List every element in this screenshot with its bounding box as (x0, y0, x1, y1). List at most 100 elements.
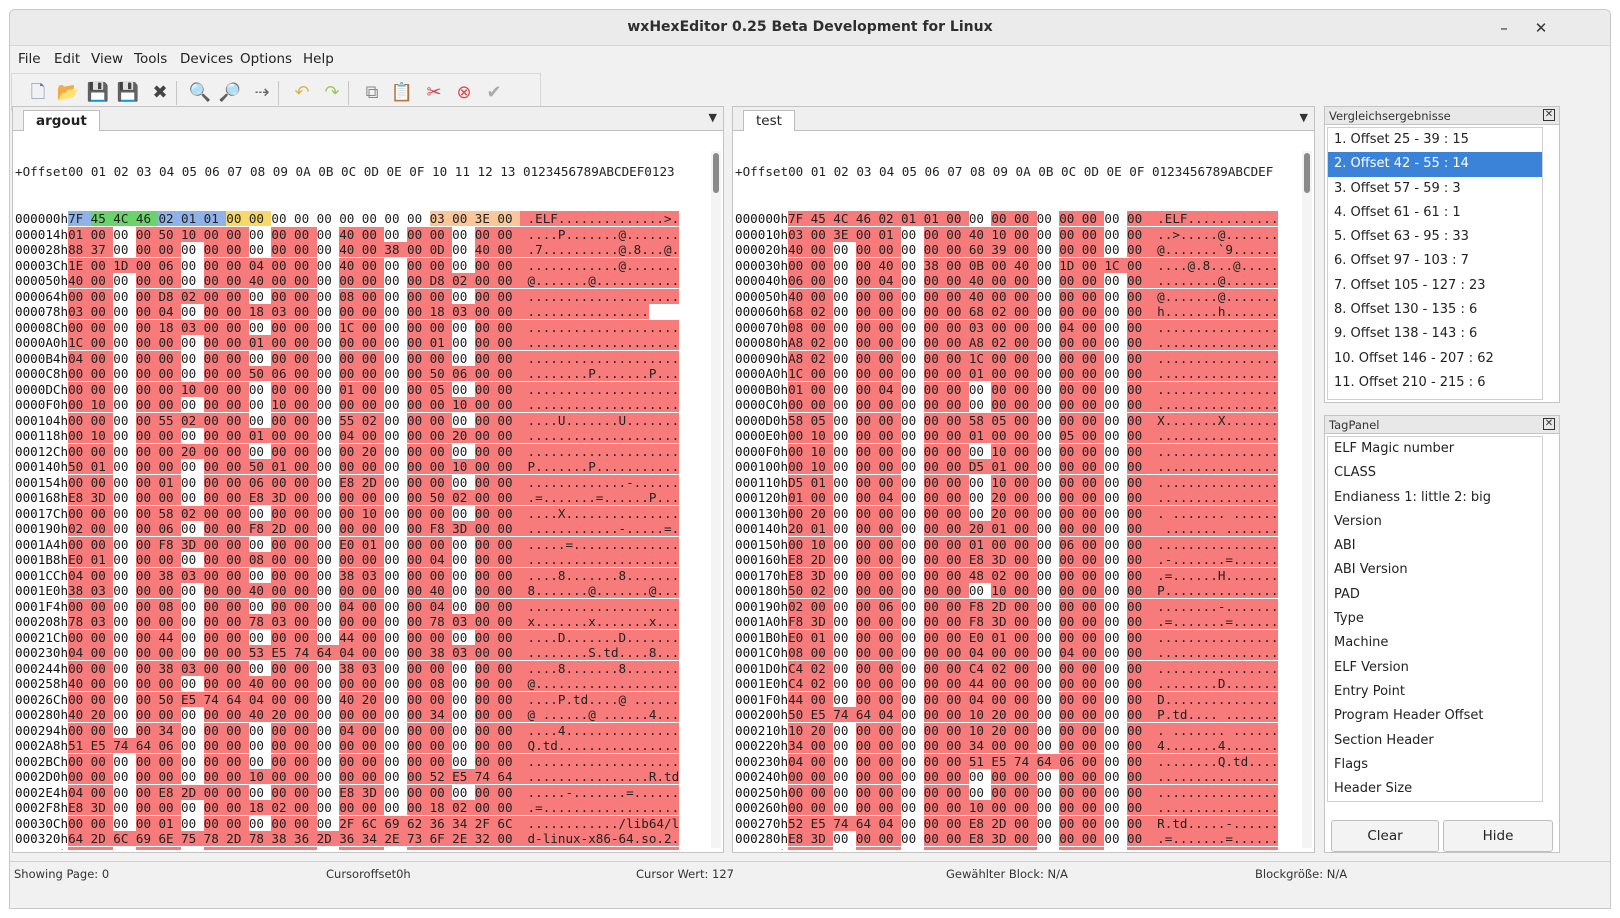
hex-byte[interactable]: 00 (248, 350, 272, 366)
hex-byte[interactable]: 00 (901, 288, 924, 304)
hex-byte[interactable]: 00 (1126, 381, 1150, 397)
hex-byte[interactable]: 00 (203, 784, 227, 800)
compare-result-item[interactable]: 1. Offset 25 - 39 : 15 (1334, 132, 1469, 147)
ascii-column[interactable]: ............0...GNU. (519, 846, 680, 850)
hex-byte[interactable]: 20 (810, 505, 834, 521)
hex-byte[interactable]: 20 (788, 521, 811, 536)
hex-byte[interactable]: 00 (946, 645, 969, 660)
hex-byte[interactable]: 00 (271, 722, 295, 738)
hex-byte[interactable]: 00 (339, 490, 362, 505)
hex-byte[interactable]: 00 (855, 831, 879, 846)
hex-byte[interactable]: 00 (901, 583, 924, 598)
hex-byte[interactable]: 10 (181, 226, 204, 242)
hex-byte[interactable]: 00 (923, 288, 947, 304)
hex-byte[interactable]: 08 (158, 598, 182, 614)
hex-byte[interactable]: 64 (855, 815, 879, 831)
menu-tools[interactable]: Tools (134, 51, 168, 67)
hex-byte[interactable]: 38 (923, 257, 947, 273)
hex-byte[interactable]: 00 (1126, 443, 1150, 459)
hex-byte[interactable]: 40 (248, 273, 272, 288)
hex-byte[interactable]: 00 (158, 242, 182, 257)
hex-row[interactable]: 00012Ch00 00 00 00 00 20 00 00 00 00 00 … (15, 443, 707, 460)
hex-byte[interactable]: 05 (339, 846, 362, 850)
hex-byte[interactable]: 00 (855, 335, 879, 350)
hex-byte[interactable]: 00 (497, 412, 521, 428)
hex-byte[interactable]: E8 (788, 831, 811, 846)
hex-byte[interactable]: 00 (452, 319, 475, 335)
hex-byte[interactable]: A8 (968, 335, 992, 350)
hex-byte[interactable]: 00 (497, 319, 521, 335)
hex-byte[interactable]: 00 (1126, 614, 1150, 629)
hex-byte[interactable]: 00 (497, 536, 521, 552)
hex-byte[interactable]: 00 (1081, 226, 1105, 242)
ascii-column[interactable]: ....D.......D....... (519, 629, 680, 645)
hex-byte[interactable]: 00 (1014, 521, 1037, 536)
hex-byte[interactable]: 69 (135, 831, 159, 846)
hex-row[interactable]: 000014h01 00 00 00 50 10 00 00 00 00 00 … (15, 226, 707, 243)
hex-byte[interactable]: 00 (497, 381, 521, 397)
hex-byte[interactable]: 00 (878, 319, 902, 335)
hex-byte[interactable]: 01 (991, 521, 1015, 536)
hex-byte[interactable]: 00 (226, 769, 249, 784)
hex-byte[interactable]: 00 (429, 428, 453, 443)
hex-byte[interactable]: 00 (1081, 769, 1105, 784)
hex-byte[interactable]: 78 (248, 614, 272, 629)
hex-byte[interactable]: 00 (429, 257, 453, 273)
hex-byte[interactable]: 00 (181, 614, 204, 629)
hex-byte[interactable]: 00 (181, 304, 204, 319)
hex-byte[interactable]: 00 (203, 800, 227, 815)
hex-byte[interactable]: 00 (810, 769, 834, 784)
ascii-column[interactable]: ................ (1149, 846, 1279, 850)
hex-byte[interactable]: 00 (855, 660, 879, 676)
ascii-column[interactable]: .................... (519, 443, 680, 459)
hex-byte[interactable]: 00 (384, 753, 408, 769)
hex-byte[interactable]: 30 (248, 846, 272, 850)
hex-byte[interactable]: 00 (855, 505, 879, 521)
hex-byte[interactable]: 6F (429, 831, 453, 846)
hex-byte[interactable]: 00 (226, 319, 249, 335)
hex-byte[interactable]: 40 (1014, 257, 1037, 273)
hex-byte[interactable]: 00 (1059, 211, 1082, 226)
hex-row[interactable]: 000200h50 E5 74 64 04 00 00 00 10 20 00 … (735, 707, 1298, 723)
hex-byte[interactable]: 00 (135, 815, 159, 831)
hex-byte[interactable]: 00 (113, 350, 137, 366)
hex-row[interactable]: 000110hD5 01 00 00 00 00 00 00 00 10 00 … (735, 474, 1298, 491)
hex-byte[interactable]: 50 (788, 707, 811, 722)
hex-byte[interactable]: 00 (248, 784, 272, 800)
hex-byte[interactable]: 00 (833, 366, 857, 381)
hex-byte[interactable]: 00 (1081, 660, 1105, 676)
hex-byte[interactable]: 00 (158, 381, 182, 397)
hex-byte[interactable]: 00 (406, 350, 430, 366)
hex-byte[interactable]: 00 (248, 397, 272, 412)
hex-byte[interactable]: 00 (497, 257, 521, 273)
hex-byte[interactable]: 00 (946, 800, 969, 815)
hex-byte[interactable]: 00 (384, 397, 408, 412)
hex-byte[interactable]: 00 (294, 257, 317, 273)
hex-byte[interactable]: 00 (316, 738, 340, 753)
hex-byte[interactable]: 00 (226, 273, 249, 288)
hex-byte[interactable]: 00 (901, 629, 924, 645)
hex-byte[interactable]: 00 (497, 567, 521, 583)
hex-byte[interactable]: 00 (1036, 412, 1060, 428)
hex-byte[interactable]: 00 (90, 319, 114, 335)
hex-byte[interactable]: 00 (135, 707, 159, 722)
hex-byte[interactable]: 00 (452, 412, 475, 428)
hex-byte[interactable]: 00 (1059, 800, 1082, 815)
hex-byte[interactable]: 00 (361, 211, 385, 226)
ascii-column[interactable]: ....U.......U....... (519, 412, 680, 428)
hex-byte[interactable]: 00 (878, 831, 902, 846)
hex-byte[interactable]: 3E (833, 226, 857, 242)
hex-byte[interactable]: 20 (991, 490, 1015, 505)
hex-byte[interactable]: 04 (248, 691, 272, 707)
hex-byte[interactable]: 00 (1059, 350, 1082, 366)
hex-byte[interactable]: 00 (497, 304, 521, 319)
hex-byte[interactable]: 00 (339, 335, 362, 350)
hex-byte[interactable]: 00 (361, 226, 385, 242)
hex-row[interactable]: 000000h7F 45 4C 46 02 01 01 00 00 00 00 … (15, 211, 707, 227)
hex-byte[interactable]: 00 (452, 567, 475, 583)
hex-byte[interactable]: 00 (271, 753, 295, 769)
hex-byte[interactable]: 00 (855, 288, 879, 304)
ascii-column[interactable]: ................ (1149, 366, 1279, 381)
hex-byte[interactable]: 00 (226, 211, 249, 226)
hex-byte[interactable]: 68 (788, 304, 811, 319)
